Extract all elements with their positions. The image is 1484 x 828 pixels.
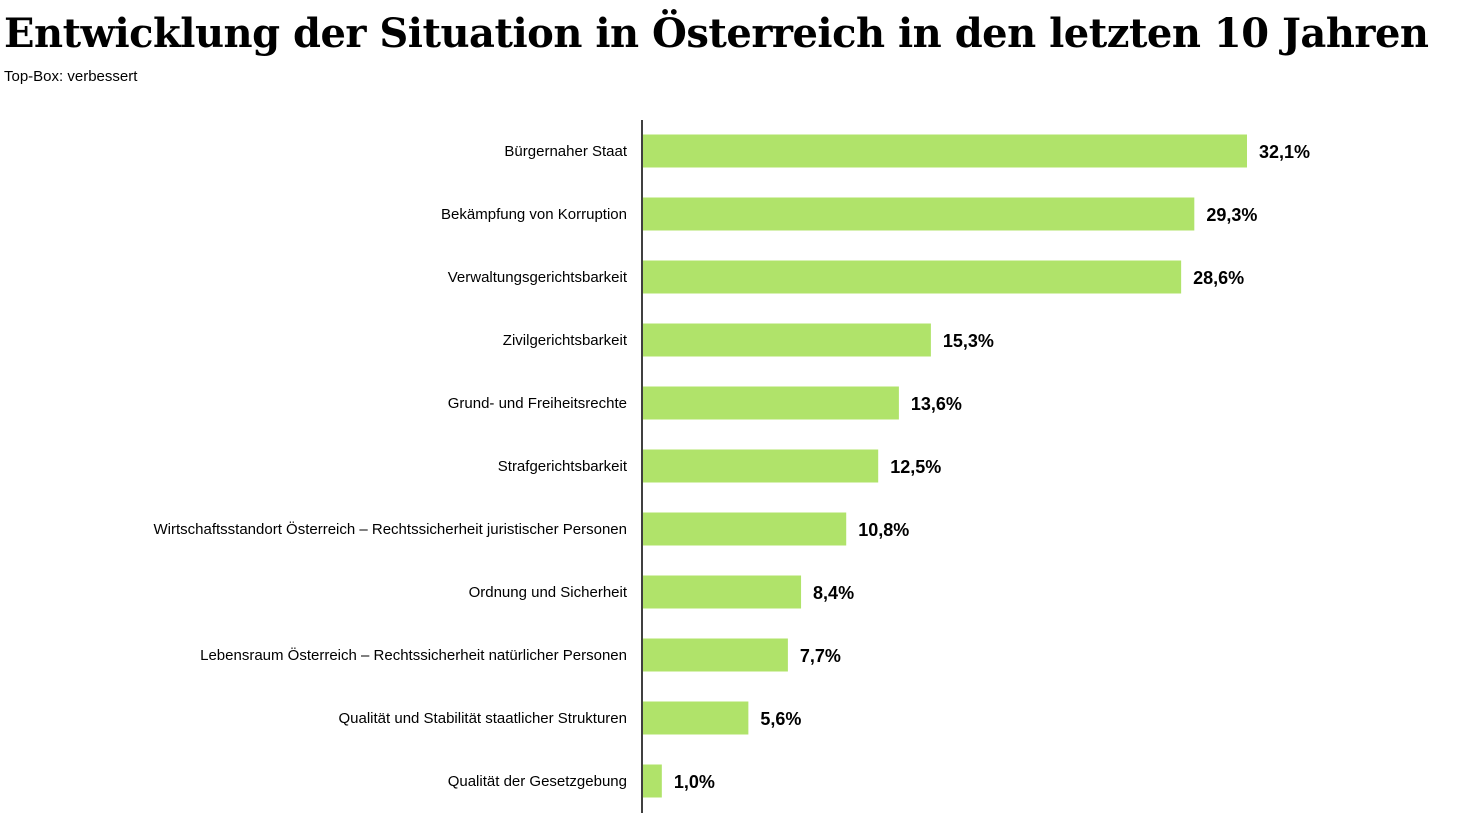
bar: [643, 764, 662, 798]
category-label: Qualität und Stabilität staatlicher Stru…: [339, 710, 628, 727]
value-label: 8,4%: [813, 583, 854, 603]
value-label: 13,6%: [911, 394, 962, 414]
category-label: Qualität der Gesetzgebung: [448, 773, 627, 790]
value-label: 1,0%: [674, 772, 715, 792]
category-label: Zivilgerichtsbarkeit: [503, 332, 628, 349]
value-label: 5,6%: [760, 709, 801, 729]
chart-title: Entwicklung der Situation in Österreich …: [4, 10, 1429, 57]
value-label: 28,6%: [1193, 268, 1244, 288]
bar: [643, 197, 1195, 231]
value-label: 10,8%: [858, 520, 909, 540]
category-label: Ordnung und Sicherheit: [469, 584, 628, 601]
bar: [643, 575, 802, 609]
bar: [643, 260, 1182, 294]
chart-subtitle: Top-Box: verbessert: [4, 68, 138, 85]
bar: [643, 701, 749, 735]
category-label: Bürgernaher Staat: [504, 143, 627, 160]
value-label: 7,7%: [800, 646, 841, 666]
category-label: Strafgerichtsbarkeit: [498, 458, 628, 475]
value-label: 32,1%: [1259, 142, 1310, 162]
bar: [643, 512, 847, 546]
category-label: Verwaltungsgerichtsbarkeit: [448, 269, 628, 286]
value-label: 29,3%: [1206, 205, 1257, 225]
value-label: 12,5%: [890, 457, 941, 477]
bar: [643, 638, 788, 672]
bar: [643, 323, 931, 357]
bar: [643, 134, 1247, 168]
category-label: Grund- und Freiheitsrechte: [448, 395, 627, 412]
bar: [643, 449, 879, 483]
category-label: Wirtschaftsstandort Österreich – Rechtss…: [153, 520, 627, 538]
bar: [643, 386, 899, 420]
value-label: 15,3%: [943, 331, 994, 351]
category-label: Bekämpfung von Korruption: [441, 206, 627, 223]
category-label: Lebensraum Österreich – Rechtssicherheit…: [200, 646, 627, 664]
